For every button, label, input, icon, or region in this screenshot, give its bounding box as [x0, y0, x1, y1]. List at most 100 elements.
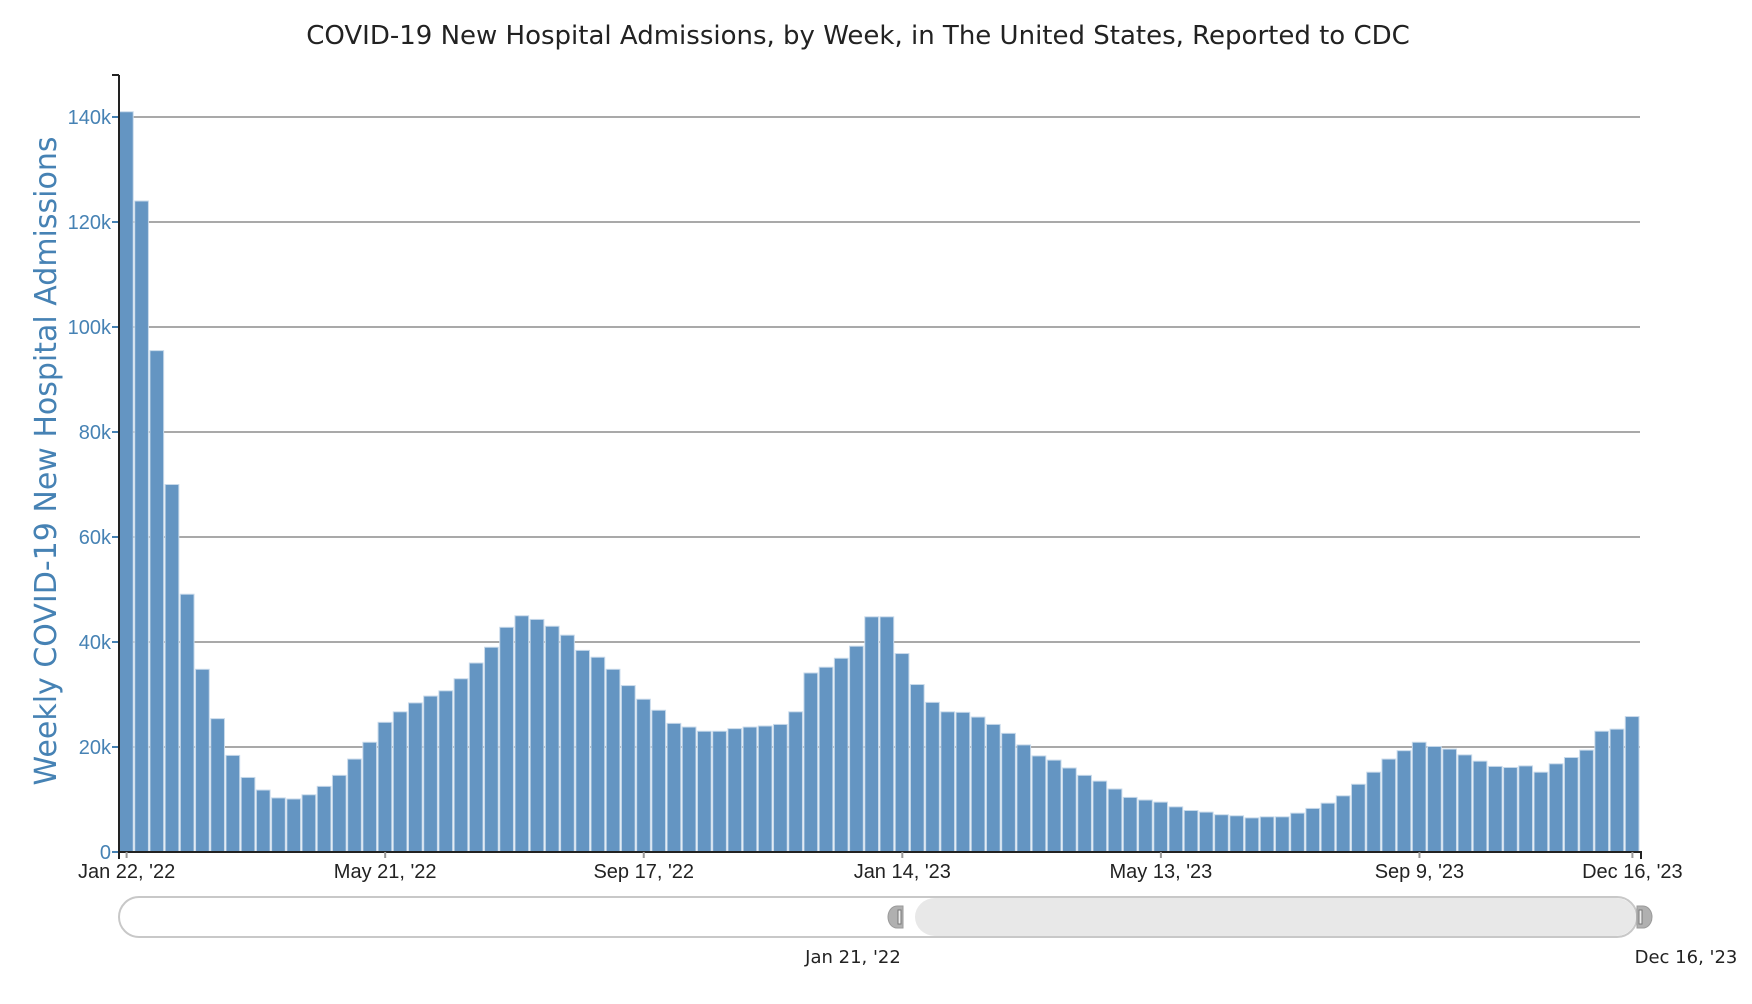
bar[interactable] [575, 649, 591, 853]
range-slider[interactable]: Jan 21, '22 Dec 16, '23 [118, 896, 1737, 968]
bar[interactable] [1168, 806, 1184, 853]
range-slider-right-handle[interactable] [1636, 905, 1653, 929]
bar[interactable] [1198, 811, 1214, 853]
bar[interactable] [773, 723, 788, 853]
bar[interactable] [727, 728, 743, 853]
bar[interactable] [1183, 810, 1199, 853]
bar[interactable] [1563, 757, 1579, 853]
bar[interactable] [833, 657, 849, 853]
range-slider-selected-region[interactable] [915, 898, 1636, 936]
bar[interactable] [1259, 816, 1275, 853]
bar[interactable] [347, 758, 362, 853]
bar[interactable] [1594, 730, 1610, 853]
bar[interactable] [1457, 754, 1473, 853]
bar[interactable] [1077, 774, 1092, 853]
bar[interactable] [1487, 765, 1503, 853]
bar[interactable] [1442, 748, 1457, 853]
range-slider-left-handle[interactable] [887, 905, 904, 929]
bar[interactable] [1244, 817, 1260, 853]
bar[interactable] [407, 702, 423, 853]
bar[interactable] [864, 616, 879, 853]
bar[interactable] [666, 722, 682, 853]
bar[interactable] [1381, 758, 1397, 853]
bar[interactable] [438, 690, 454, 853]
bar[interactable] [119, 111, 134, 853]
bar[interactable] [620, 685, 636, 853]
bar[interactable] [1320, 802, 1336, 853]
bar[interactable] [1062, 767, 1077, 853]
bar[interactable] [970, 716, 986, 853]
bar[interactable] [605, 668, 621, 853]
bar[interactable] [1016, 744, 1032, 853]
bar[interactable] [1579, 749, 1594, 853]
bar[interactable] [1427, 745, 1442, 853]
bar[interactable] [1518, 765, 1534, 853]
bar[interactable] [210, 718, 225, 853]
bar[interactable] [1107, 788, 1123, 853]
bar[interactable] [1046, 759, 1062, 853]
bar[interactable] [681, 726, 697, 853]
bar[interactable] [1138, 799, 1153, 853]
bar[interactable] [712, 730, 727, 853]
bar[interactable] [651, 709, 667, 853]
bar[interactable] [529, 618, 545, 853]
bar[interactable] [1214, 814, 1229, 853]
bar[interactable] [1396, 750, 1412, 853]
bar[interactable] [271, 797, 286, 853]
bar[interactable] [940, 711, 956, 853]
bar[interactable] [560, 634, 575, 853]
bar[interactable] [1274, 816, 1290, 853]
bar[interactable] [1351, 783, 1366, 853]
bar[interactable] [179, 593, 195, 853]
bar[interactable] [164, 484, 180, 853]
bar[interactable] [909, 684, 925, 853]
bar[interactable] [544, 625, 560, 853]
bar[interactable] [955, 711, 971, 853]
bar[interactable] [240, 776, 256, 853]
bar[interactable] [803, 672, 819, 853]
bar[interactable] [195, 668, 210, 853]
bar[interactable] [468, 662, 484, 853]
bar[interactable] [1092, 780, 1108, 853]
bar[interactable] [362, 741, 378, 853]
bar[interactable] [499, 626, 514, 853]
bar[interactable] [1609, 728, 1625, 853]
bar[interactable] [301, 794, 317, 853]
bar[interactable] [134, 200, 149, 853]
bar[interactable] [514, 615, 530, 853]
bar[interactable] [985, 723, 1001, 853]
bar[interactable] [742, 726, 758, 853]
bar[interactable] [1533, 771, 1549, 853]
bar[interactable] [590, 656, 606, 853]
bar[interactable] [1548, 763, 1564, 853]
bar[interactable] [484, 646, 499, 853]
bar[interactable] [1335, 795, 1351, 853]
bar[interactable] [1290, 812, 1305, 853]
bar[interactable] [1305, 807, 1321, 853]
bar[interactable] [286, 798, 302, 853]
bar[interactable] [1001, 732, 1016, 853]
bar[interactable] [1624, 716, 1640, 853]
bar[interactable] [1366, 771, 1381, 853]
bar[interactable] [925, 701, 940, 853]
bar[interactable] [1229, 815, 1245, 853]
bar[interactable] [879, 616, 895, 853]
bar[interactable] [1472, 760, 1488, 853]
bar[interactable] [1153, 801, 1168, 853]
bar[interactable] [1411, 741, 1427, 853]
bar[interactable] [788, 711, 803, 853]
bar[interactable] [453, 678, 469, 853]
bar[interactable] [423, 695, 438, 853]
bar[interactable] [636, 698, 651, 853]
bar[interactable] [894, 653, 910, 853]
bar[interactable] [255, 789, 271, 853]
bar[interactable] [1122, 796, 1138, 853]
bar[interactable] [377, 721, 393, 853]
bar[interactable] [818, 666, 834, 853]
bar[interactable] [849, 645, 864, 853]
bar[interactable] [225, 754, 241, 853]
bar[interactable] [757, 725, 773, 853]
bar[interactable] [1031, 755, 1047, 853]
bar[interactable] [696, 730, 712, 853]
bar[interactable] [149, 350, 165, 853]
